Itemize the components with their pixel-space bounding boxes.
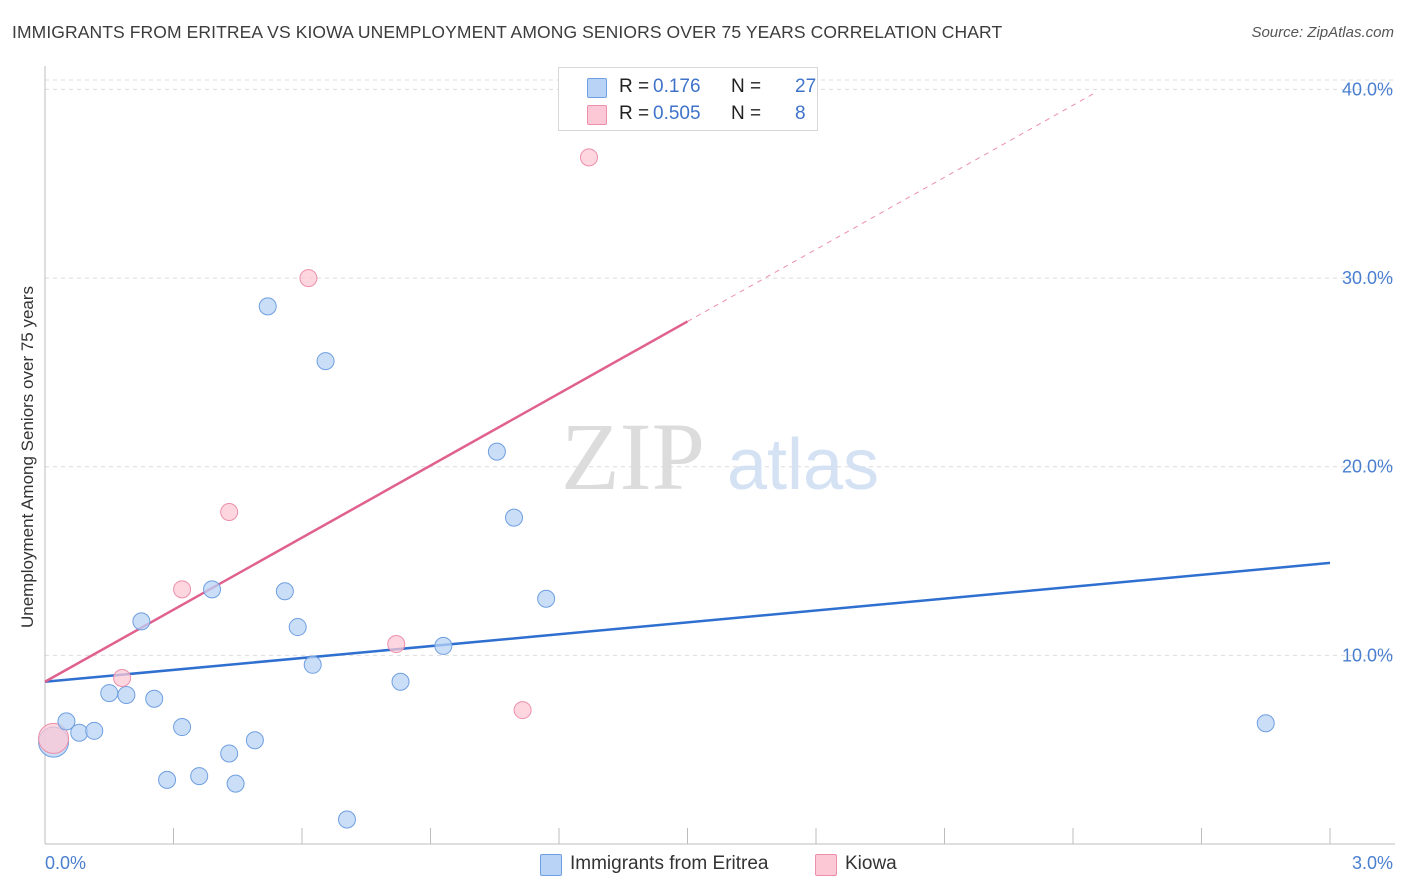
eritrea-point (145, 689, 164, 708)
eritrea-point (275, 582, 294, 601)
legend-r-label: R = (619, 76, 650, 97)
kiowa-point (220, 502, 239, 521)
eritrea-point (173, 718, 192, 737)
eritrea-point (100, 684, 119, 703)
legend-r-value: 0.176 (653, 76, 701, 97)
kiowa-point (387, 635, 406, 654)
watermark-zip: ZIP (561, 403, 705, 510)
legend-r-label: R = (619, 103, 650, 124)
legend-n-value: 8 (795, 103, 806, 124)
y-tick-label: 10.0% (1342, 645, 1393, 665)
eritrea-swatch (587, 78, 607, 98)
eritrea-point (391, 672, 410, 691)
kiowa-trend-extension (687, 92, 1095, 322)
kiowa-point (513, 701, 532, 720)
trend-lines (44, 92, 1331, 684)
eritrea-point (487, 442, 506, 461)
data-points (38, 148, 1275, 829)
chart-title: IMMIGRANTS FROM ERITREA VS KIOWA UNEMPLO… (12, 22, 1003, 42)
legend-label-kiowa: Kiowa (845, 853, 897, 874)
kiowa-trend-line (44, 320, 689, 683)
eritrea-point (505, 508, 524, 527)
eritrea-point (190, 767, 209, 786)
eritrea-point (288, 618, 307, 637)
eritrea-point (158, 770, 177, 789)
legend-n-label: N = (731, 76, 762, 97)
eritrea-point (220, 744, 239, 763)
eritrea-point (316, 352, 335, 371)
y-tick-label: 40.0% (1342, 79, 1393, 99)
eritrea-legend-swatch (540, 854, 562, 876)
axes (44, 66, 1395, 845)
eritrea-point (1256, 714, 1275, 733)
x-tick-label: 0.0% (45, 853, 86, 873)
kiowa-point (579, 148, 598, 167)
eritrea-point (258, 297, 277, 316)
kiowa-legend-swatch (815, 854, 837, 876)
tick-labels: 10.0% 20.0% 30.0% 40.0% 0.0% 3.0% (45, 79, 1393, 873)
legend-row-kiowa: R = 0.505 N = 8 (559, 101, 817, 127)
y-tick-label: 30.0% (1342, 268, 1393, 288)
watermark: ZIP atlas (561, 403, 879, 510)
source-label: Source: ZipAtlas.com (1251, 24, 1394, 41)
eritrea-point (303, 655, 322, 674)
kiowa-point (299, 269, 318, 288)
x-tick-label: 3.0% (1352, 853, 1393, 873)
eritrea-point (537, 589, 556, 608)
eritrea-point (57, 712, 76, 731)
kiowa-point (113, 668, 132, 687)
eritrea-point (337, 810, 356, 829)
eritrea-point (434, 636, 453, 655)
kiowa-point (173, 580, 192, 599)
legend-label-eritrea: Immigrants from Eritrea (570, 853, 769, 874)
stats-legend: R = 0.176 N = 27 R = 0.505 N = 8 (558, 67, 818, 131)
eritrea-point (132, 612, 151, 631)
eritrea-point (85, 721, 104, 740)
eritrea-point (70, 723, 89, 742)
kiowa-point (38, 722, 70, 754)
eritrea-point (245, 731, 264, 750)
y-tick-label: 20.0% (1342, 457, 1393, 477)
eritrea-point (117, 685, 136, 704)
legend-n-value: 27 (795, 76, 817, 97)
kiowa-swatch (587, 105, 607, 125)
eritrea-trend-line (44, 561, 1331, 684)
legend-r-value: 0.505 (653, 103, 701, 124)
eritrea-point (203, 580, 222, 599)
legend-row-eritrea: R = 0.176 N = 27 (559, 74, 817, 100)
eritrea-point (226, 774, 245, 793)
watermark-atlas: atlas (727, 425, 879, 505)
legend-n-label: N = (731, 103, 762, 124)
